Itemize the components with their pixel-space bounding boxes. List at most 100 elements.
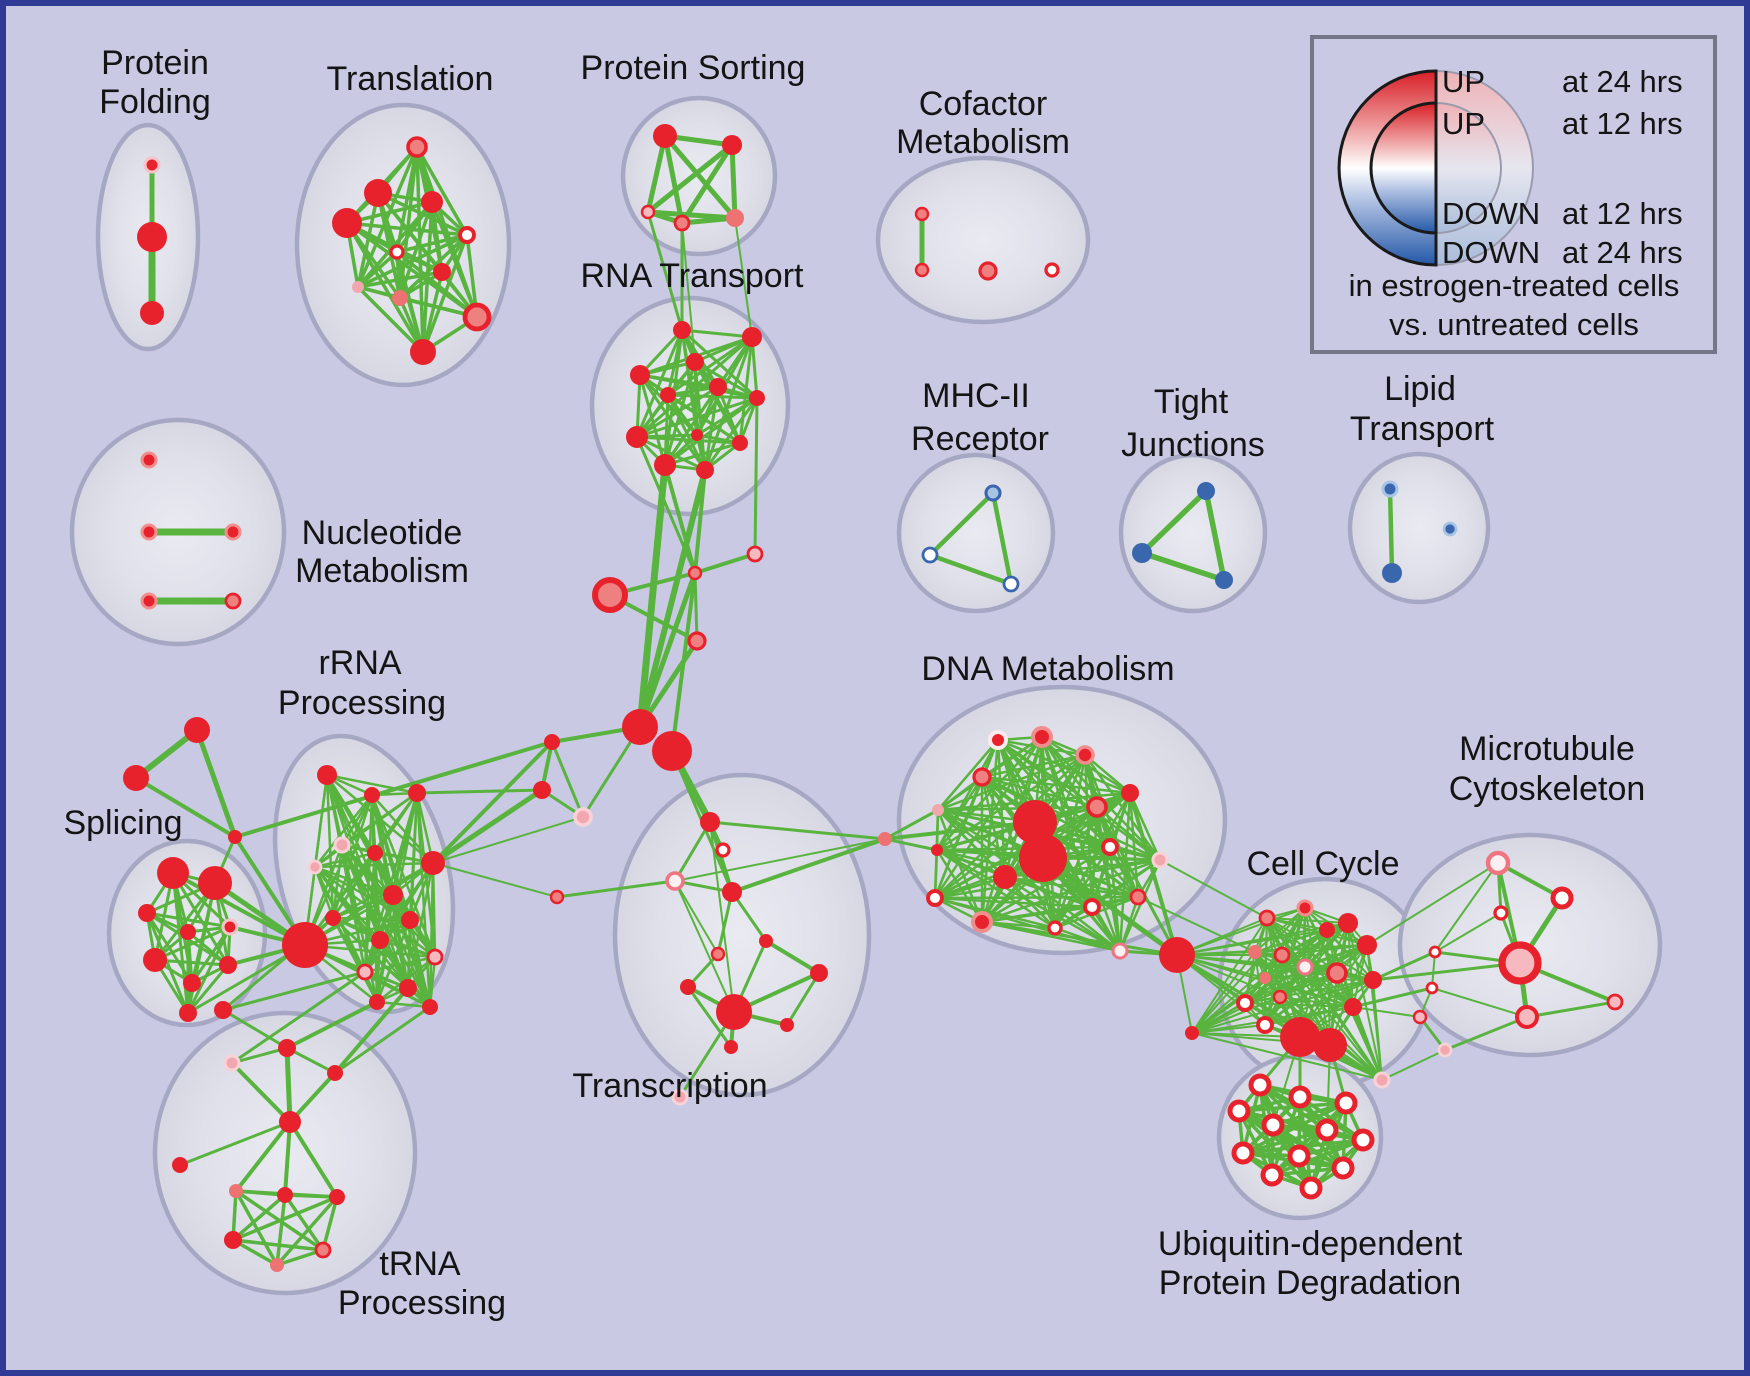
interaction-edge [321,1195,339,1252]
cluster-label-lipid-0: Lipid [1384,370,1456,408]
node-splicing-7 [219,956,237,974]
node-rrna-12 [426,948,444,966]
cluster-label-folding-1: Folding [99,83,211,121]
interaction-edge [1264,977,1354,1008]
node-rrna-1 [364,787,380,803]
legend-row-up12-key: UP [1442,106,1485,141]
interaction-edge [980,775,1162,862]
interaction-edge [1191,917,1268,1034]
interaction-edge [635,435,697,575]
node-translation-9 [462,302,492,332]
node-translation-0 [406,136,428,158]
interaction-edge [663,441,742,467]
interaction-edge [1352,1006,1383,1081]
node-sorting-2 [640,204,656,220]
interaction-edge [285,1046,337,1075]
node-rna-6 [749,390,765,406]
cluster-boundary-transcription [612,772,872,1098]
interaction-edge [231,1238,325,1252]
interaction-edge [764,939,821,975]
interaction-edge [288,1120,339,1199]
node-rrna-3 [333,836,351,854]
interaction-edge [375,1000,432,1009]
interaction-edge [186,963,230,1015]
interaction-edge [936,805,1099,812]
node-trna-6 [229,1184,243,1198]
node-dna-16 [1111,942,1129,960]
interaction-edge [363,970,432,1009]
node-dna-1 [1031,726,1053,748]
interaction-edge [333,986,410,1075]
interaction-edge [313,851,377,869]
interaction-edge [980,753,1087,779]
interaction-edge [275,1193,287,1267]
node-ubi-8 [1287,1144,1311,1168]
interaction-edge [325,773,419,795]
node-cell-15 [1344,998,1362,1016]
interaction-edge [430,787,545,866]
interaction-edge [673,820,712,883]
node-translation-6 [433,263,451,281]
cluster-label-translation-0: Translation [327,60,494,98]
node-rrna-7 [325,910,341,926]
interaction-edge [356,200,434,289]
node-cell-3 [1296,899,1314,917]
node-rrna-15 [369,994,385,1010]
interaction-edge [1431,987,1528,1018]
interaction-edge [331,893,395,920]
interaction-edge [1266,917,1374,981]
node-cell-6 [1357,935,1377,955]
interaction-edge [1329,944,1368,1046]
interaction-edge [686,985,733,1049]
interaction-edge [231,1193,287,1242]
node-cell-18 [1313,1028,1347,1062]
interaction-edge [980,845,1112,924]
cluster-label-trna-1: Processing [338,1284,506,1322]
interaction-edge [645,142,735,215]
cluster-label-tight-1: Junctions [1121,426,1265,464]
interaction-edge [635,435,707,472]
node-free-9 [544,734,560,750]
interaction-edge [1095,805,1179,957]
interaction-edge [990,490,1014,587]
interaction-edge [1281,944,1368,956]
interaction-edge [1139,488,1209,556]
node-rrna-6 [421,851,445,875]
node-free-7 [746,545,764,563]
node-dna-2 [1075,745,1095,765]
node-rrna-4 [307,859,323,875]
cluster-label-cell-0: Cell Cycle [1246,845,1399,883]
interaction-edge [1176,954,1383,1081]
interaction-edge [230,1061,292,1124]
interaction-edge [734,217,753,338]
node-rrna-13 [356,963,374,981]
node-micro-0 [1485,850,1511,876]
interaction-edge [134,776,237,839]
node-transcription-4 [549,889,565,905]
interaction-edge [378,938,437,959]
node-rna-3 [630,365,650,385]
node-splicing-2 [138,904,156,922]
node-cofactor-0 [914,206,930,222]
node-trna-8 [329,1189,345,1205]
cluster-label-tight-0: Tight [1154,383,1229,421]
interaction-edge [234,1189,279,1267]
node-free-11 [573,807,593,827]
interaction-edge [708,820,887,841]
node-ubi-9 [1331,1156,1355,1180]
interaction-edge [1254,944,1368,953]
node-free-8 [687,631,707,651]
node-translation-1 [364,179,392,207]
node-ubi-7 [1231,1141,1255,1165]
interaction-edge [1309,1101,1348,1190]
cluster-boundary-trna [152,1010,418,1296]
cluster-label-folding-0: Protein [101,44,209,82]
interaction-edge [432,816,584,864]
interaction-edge [145,911,190,1015]
interaction-edge [415,145,425,354]
interaction-edge [730,837,887,894]
node-ubi-4 [1261,1113,1285,1137]
interaction-edge [1191,977,1266,1034]
node-transcription-12 [671,1088,689,1106]
